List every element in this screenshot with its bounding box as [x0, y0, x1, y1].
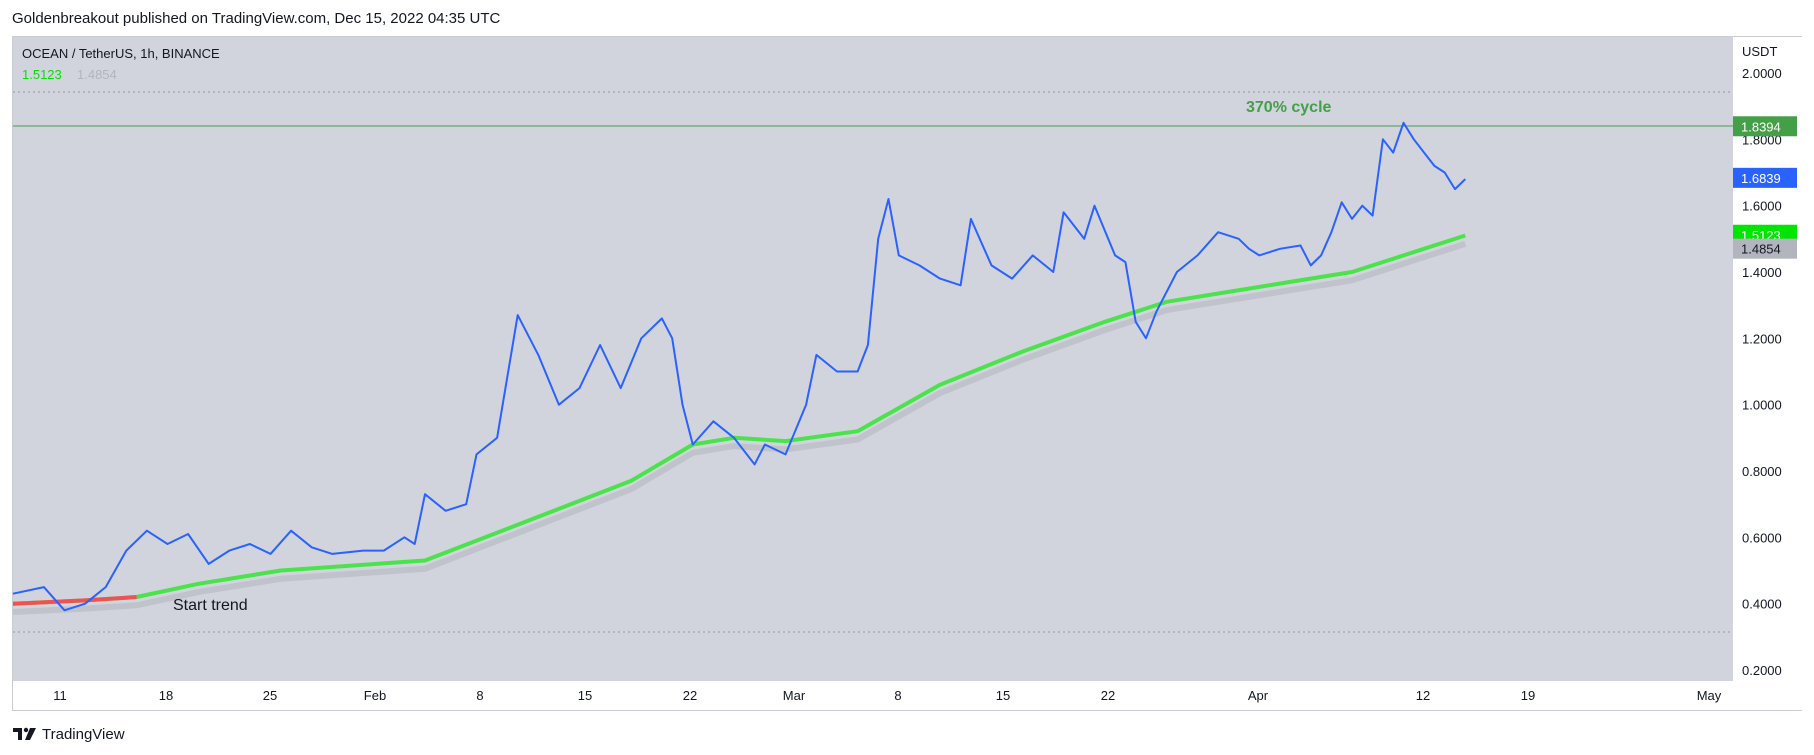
time-axis[interactable]	[13, 681, 1733, 710]
x-tick-label: 22	[683, 688, 697, 703]
x-tick-label: May	[1697, 688, 1722, 703]
x-tick-label: 11	[53, 688, 67, 703]
ema-shadow-line	[12, 240, 1467, 615]
x-tick-label: Feb	[364, 688, 386, 703]
y-tick-label: 0.8000	[1742, 464, 1782, 479]
y-axis-ticks: 2.00001.80001.60001.40001.20001.00000.80…	[1742, 66, 1782, 678]
price-badge-label: 1.4854	[1741, 242, 1781, 257]
publish-header: Goldenbreakout published on TradingView.…	[0, 0, 1814, 36]
y-tick-label: 2.0000	[1742, 66, 1782, 81]
legend-value-ema: 1.5123	[22, 67, 62, 82]
x-tick-label: 8	[894, 688, 901, 703]
y-tick-label: 0.6000	[1742, 530, 1782, 545]
y-tick-label: 1.6000	[1742, 199, 1782, 214]
price-badge-label: 1.8394	[1741, 119, 1781, 134]
x-tick-label: 18	[159, 688, 173, 703]
currency-label: USDT	[1742, 44, 1777, 59]
x-tick-label: 12	[1416, 688, 1430, 703]
x-tick-label: 15	[578, 688, 592, 703]
y-tick-label: 0.4000	[1742, 597, 1782, 612]
footer: TradingView	[12, 722, 125, 746]
legend-value-shadow: 1.4854	[77, 67, 117, 82]
plot-background	[13, 37, 1733, 710]
price-badge	[1733, 238, 1797, 259]
grid-layer	[13, 91, 1733, 633]
symbol-title: OCEAN / TetherUS, 1h, BINANCE	[22, 46, 220, 61]
x-axis-ticks: 11 18 25 Feb 8 15 22 Mar 8 15 22 Apr 12 19 May	[53, 688, 1722, 703]
publish-line: Goldenbreakout published on TradingView.…	[12, 10, 501, 27]
y-tick-label: 0.2000	[1742, 663, 1782, 678]
price-badge	[1733, 167, 1797, 188]
pre-trend-segment	[12, 595, 137, 606]
x-tick-label: Apr	[1248, 688, 1269, 703]
x-tick-label: 25	[263, 688, 277, 703]
price-badge	[1733, 116, 1797, 137]
y-tick-label: 1.2000	[1742, 331, 1782, 346]
x-tick-label: 15	[996, 688, 1010, 703]
start-trend-annotation: Start trend	[173, 597, 248, 614]
x-tick-label: 8	[476, 688, 483, 703]
price-line	[12, 121, 1466, 612]
price-badge-label: 1.6839	[1741, 171, 1781, 186]
x-tick-label: Mar	[783, 688, 806, 703]
series-layer	[12, 121, 1467, 615]
footer-brand: TradingView	[42, 725, 125, 743]
y-tick-label: 1.4000	[1742, 265, 1782, 280]
x-tick-label: 19	[1521, 688, 1535, 703]
x-tick-label: 22	[1101, 688, 1115, 703]
tradingview-logo-icon	[13, 727, 36, 740]
ema-trend-line	[12, 233, 1466, 606]
y-tick-label: 1.0000	[1742, 398, 1782, 413]
cycle-annotation: 370% cycle	[1246, 99, 1332, 116]
price-axis[interactable]	[1733, 37, 1802, 710]
